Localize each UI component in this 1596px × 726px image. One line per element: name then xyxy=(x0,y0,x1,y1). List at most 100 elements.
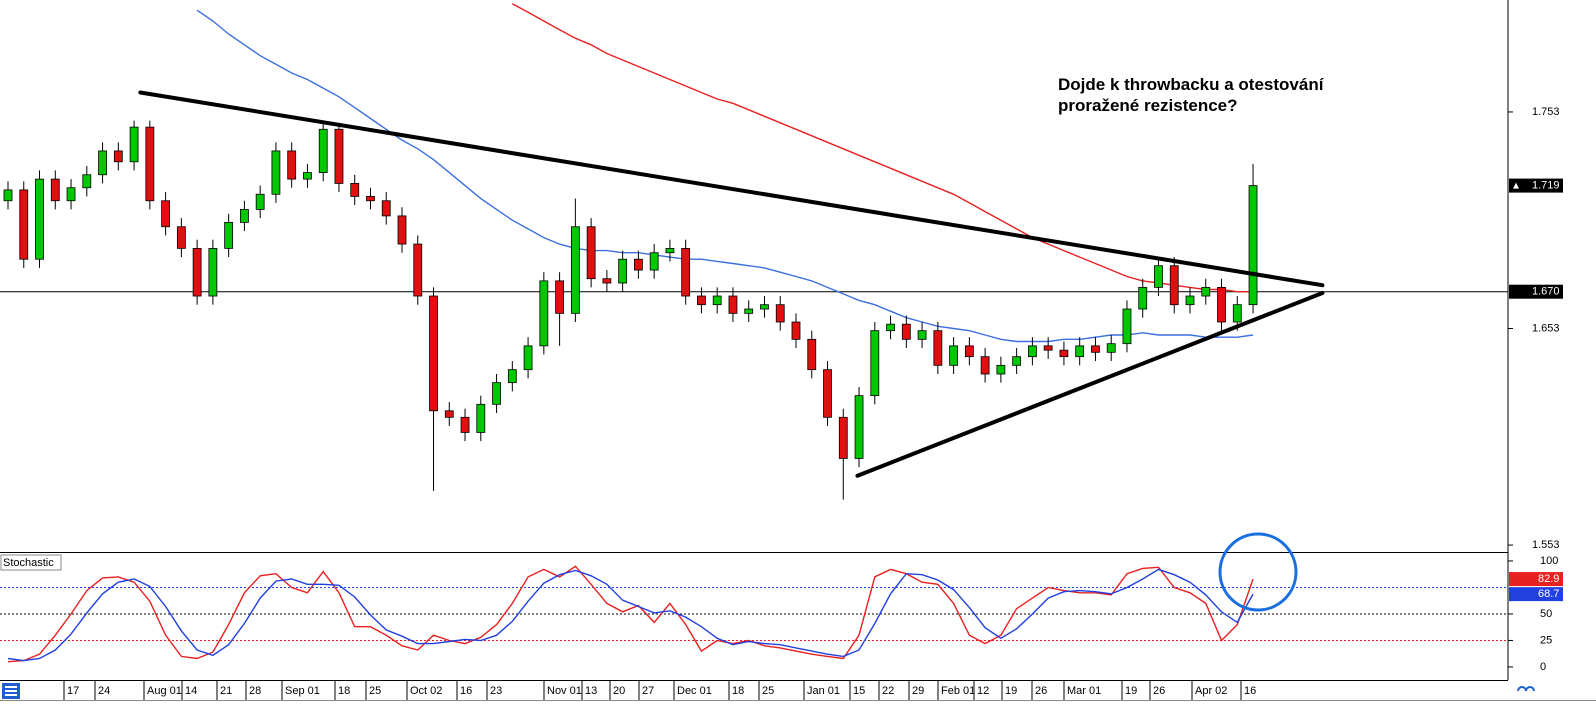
candle-body xyxy=(1075,345,1085,358)
trendline xyxy=(855,290,1325,478)
candle-body xyxy=(1217,286,1226,323)
x-tick-label: 21 xyxy=(220,685,232,697)
series-line xyxy=(511,3,1253,293)
candle-body xyxy=(1169,265,1179,306)
candle-body xyxy=(838,416,848,459)
candle-body xyxy=(539,280,549,347)
candle-body xyxy=(444,410,454,418)
candle-body xyxy=(1091,345,1100,353)
indicator-label-box xyxy=(0,554,62,571)
x-tick-label: 14 xyxy=(185,685,197,697)
candle-body xyxy=(224,222,234,249)
trendline xyxy=(138,90,1325,288)
x-tick-label: 19 xyxy=(1125,685,1137,697)
x-tick-label: Nov 01 xyxy=(547,685,582,697)
candle-body xyxy=(870,330,880,397)
menu-icon-lines xyxy=(5,686,17,696)
candle-body xyxy=(35,178,44,260)
candle-body xyxy=(303,172,312,180)
candle-body xyxy=(1012,356,1022,366)
candle-body xyxy=(964,345,974,358)
candle-body xyxy=(917,330,927,340)
y-tick-label: 100 xyxy=(1540,555,1558,567)
candle-body xyxy=(744,308,754,314)
axes: 1.553 1.653 1.753 1.670 1.719 17 24 Aug 01 14 21 2… xyxy=(63,106,1563,700)
x-tick-label: 16 xyxy=(460,685,472,697)
candle-body xyxy=(886,323,895,332)
candle-body xyxy=(618,258,628,284)
candle-body xyxy=(19,189,29,260)
y-tick-label: 50 xyxy=(1540,608,1552,620)
candle-body xyxy=(366,196,375,202)
candle-body xyxy=(129,126,139,163)
candle-body xyxy=(697,295,706,306)
candle-body xyxy=(649,252,659,271)
x-tick-label: Apr 02 xyxy=(1195,685,1227,697)
candle-body xyxy=(634,258,643,271)
candle-body xyxy=(413,243,423,297)
candle-body xyxy=(949,345,958,366)
stochastic-panel xyxy=(0,565,1508,663)
candle-body xyxy=(50,178,60,202)
x-tick-label: 17 xyxy=(67,685,79,697)
candle-body xyxy=(507,369,517,384)
candle-body xyxy=(901,323,911,340)
candle-body xyxy=(287,150,297,180)
x-tick-label: Mar 01 xyxy=(1067,685,1101,697)
candle-body xyxy=(854,395,864,459)
y-tick-label: 1.653 xyxy=(1532,322,1560,334)
y-tick-label: 1.553 xyxy=(1532,539,1560,551)
candle-body xyxy=(334,128,344,184)
x-tick-label: Feb 01 xyxy=(941,685,975,697)
candle-body xyxy=(492,382,501,405)
candle-body xyxy=(1043,345,1053,351)
x-tick-label: Sep 01 xyxy=(285,685,320,697)
candle-body xyxy=(728,295,738,314)
candle-body xyxy=(1106,343,1116,353)
candle-body xyxy=(823,369,832,418)
candle-body xyxy=(791,321,801,340)
x-tick-label: 12 xyxy=(977,685,989,697)
x-tick-label: 28 xyxy=(249,685,261,697)
x-tick-label: Dec 01 xyxy=(677,685,712,697)
x-tick-label: 25 xyxy=(369,685,381,697)
x-tick-label: 15 xyxy=(853,685,865,697)
candle-body xyxy=(460,416,470,433)
x-tick-label: 13 xyxy=(585,685,597,697)
price-panel xyxy=(0,3,1508,500)
value-label-box xyxy=(1509,572,1563,587)
candle-body xyxy=(665,247,675,254)
candle-body xyxy=(1028,345,1037,358)
price-label-box xyxy=(1509,284,1563,299)
x-tick-label: Oct 02 xyxy=(410,685,442,697)
y-tick-label: 0 xyxy=(1540,661,1546,673)
candle-body xyxy=(1201,286,1211,297)
candle-body xyxy=(66,187,76,202)
x-tick-label: 29 xyxy=(912,685,924,697)
indicator-label: Stochastic xyxy=(3,557,54,569)
candle-body xyxy=(476,403,486,433)
candle-body xyxy=(980,356,990,375)
candle-body xyxy=(1185,295,1195,306)
candle-body xyxy=(996,364,1006,375)
candle-body xyxy=(429,295,438,412)
last-price-box xyxy=(1509,178,1563,193)
candle-body xyxy=(192,247,202,297)
x-tick-label: 19 xyxy=(1005,685,1017,697)
candle-body xyxy=(397,215,407,245)
candle-body xyxy=(570,226,580,314)
x-tick-label: Jan 01 xyxy=(807,685,840,697)
candle-body xyxy=(1059,349,1069,358)
x-tick-label: 18 xyxy=(732,685,744,697)
last-price-label: 1.719 xyxy=(1532,179,1560,191)
candle-body xyxy=(381,200,391,217)
value-label: 68.7 xyxy=(1538,588,1559,600)
value-label: 82.9 xyxy=(1538,573,1559,585)
x-tick-label: 26 xyxy=(1035,685,1047,697)
scroll-icon[interactable] xyxy=(1517,686,1535,692)
candle-body xyxy=(98,150,107,176)
series-line xyxy=(7,565,1254,663)
series-line xyxy=(196,9,1254,343)
